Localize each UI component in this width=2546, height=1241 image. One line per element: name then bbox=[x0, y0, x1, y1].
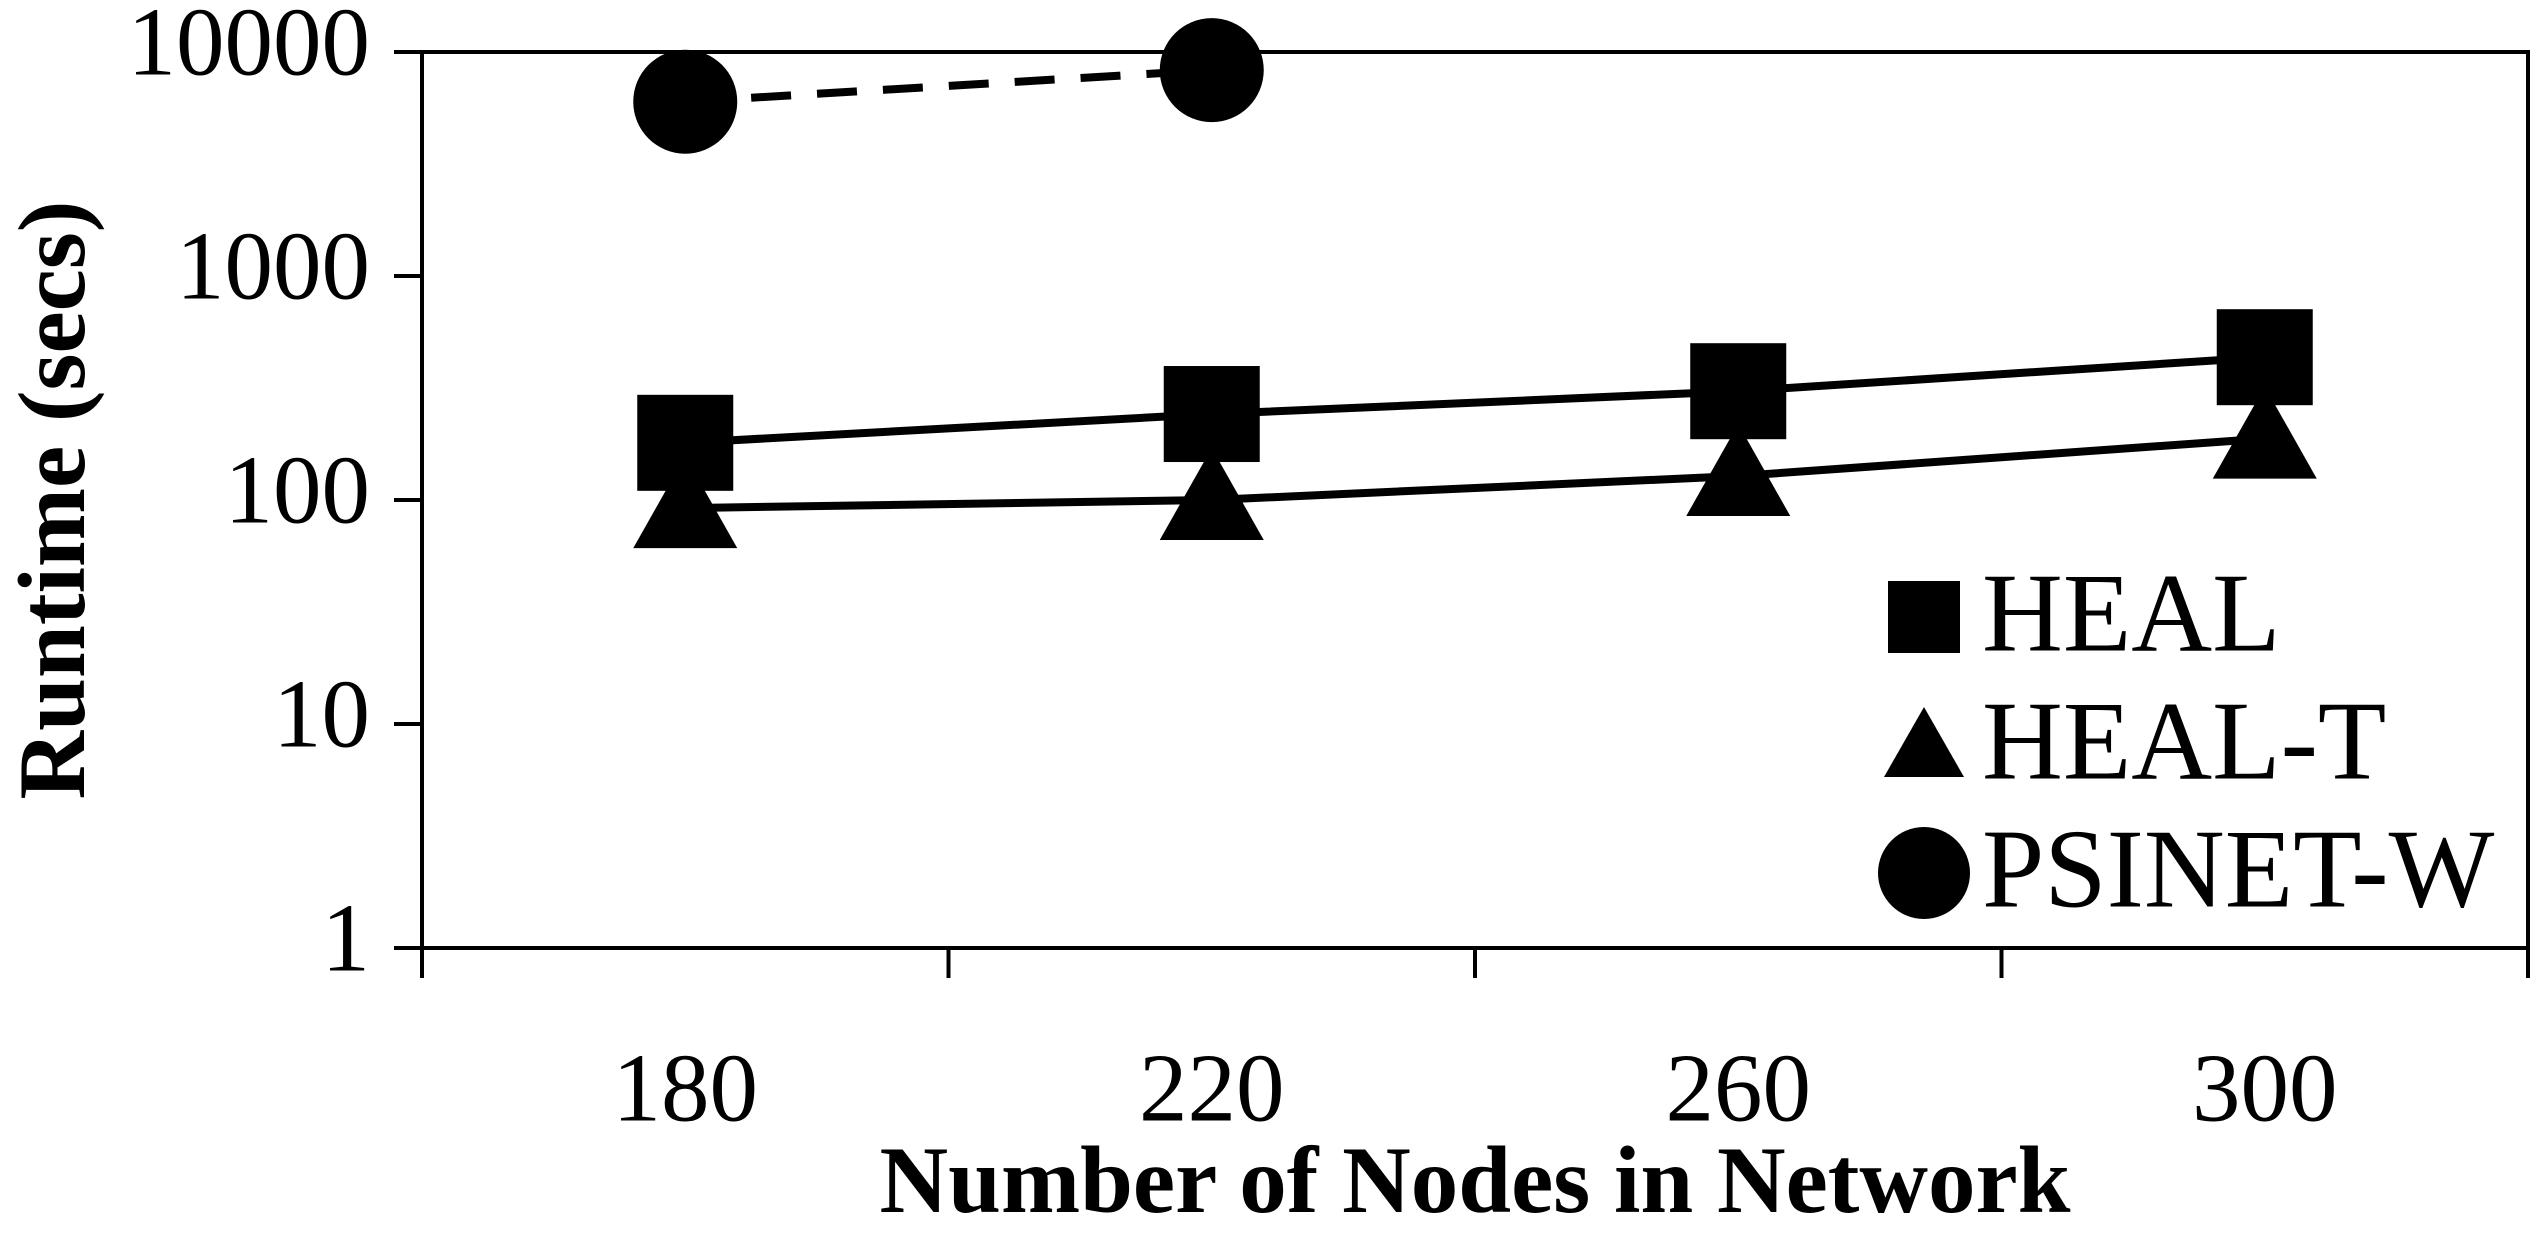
legend-marker bbox=[1884, 707, 1964, 777]
x-tick-label: 220 bbox=[1139, 1034, 1285, 1141]
marker bbox=[1163, 366, 1260, 463]
legend-label: PSINET-W bbox=[1982, 808, 2495, 932]
legend-label: HEAL-T bbox=[1982, 680, 2386, 804]
x-axis-title: Number of Nodes in Network bbox=[880, 1127, 2071, 1233]
y-tick-label: 10 bbox=[273, 660, 370, 767]
series-line bbox=[685, 434, 2266, 513]
y-tick-label: 100 bbox=[225, 436, 371, 543]
y-tick-label: 10000 bbox=[128, 0, 371, 95]
x-tick-label: 260 bbox=[1666, 1034, 1812, 1141]
y-axis-title: Runtime (secs) bbox=[0, 201, 105, 800]
series-line bbox=[685, 353, 2266, 447]
marker bbox=[1159, 18, 1264, 123]
x-tick-label: 180 bbox=[613, 1034, 759, 1141]
marker bbox=[1690, 343, 1787, 440]
series-line bbox=[685, 66, 1212, 106]
marker bbox=[1159, 448, 1264, 540]
legend-marker bbox=[1888, 581, 1960, 653]
y-tick-label: 1 bbox=[322, 884, 371, 991]
marker bbox=[633, 456, 738, 549]
x-tick-label: 300 bbox=[2192, 1034, 2338, 1141]
y-tick-label: 1000 bbox=[176, 212, 370, 319]
legend-label: HEAL bbox=[1982, 552, 2281, 676]
marker bbox=[633, 49, 738, 154]
legend-marker bbox=[1878, 827, 1970, 919]
marker bbox=[2212, 386, 2317, 479]
marker bbox=[1686, 423, 1791, 516]
